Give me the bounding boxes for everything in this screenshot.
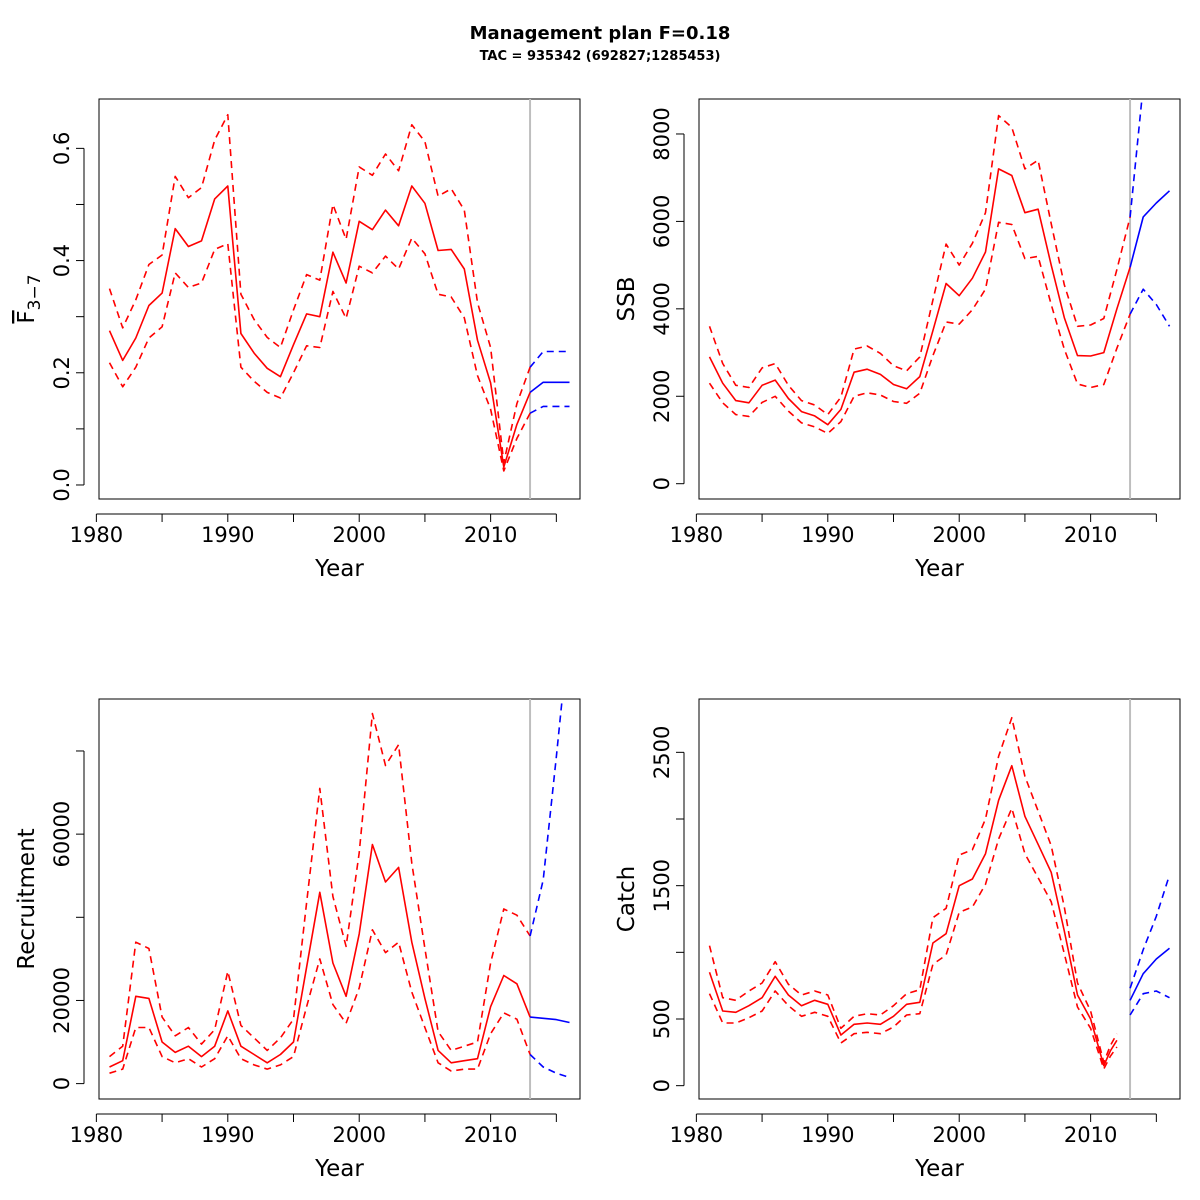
x-tick-label: 1980 — [670, 1123, 723, 1147]
y-tick-label: 0.0 — [50, 468, 74, 501]
y-axis-label-subscript: 3−7 — [25, 274, 45, 310]
chart-panels: 1980 1990 2000 2010Year0.00.20.40.6F3−71980… — [14, 98, 1181, 1182]
y-tick-label: 6000 — [650, 195, 674, 248]
series-lower — [708, 807, 1118, 1070]
x-tick-label: 2010 — [464, 1123, 517, 1147]
y-axis-label: Catch — [614, 866, 640, 932]
y-tick-label: 4000 — [650, 282, 674, 335]
y-tick-label: 0 — [50, 1077, 74, 1090]
x-tick-label: 2000 — [932, 1123, 985, 1147]
x-axis-label: Year — [314, 1156, 364, 1182]
chart-panel-f: 1980 1990 2000 2010 Year 0.0 0.2 0.4 0.6 F3−7 — [14, 98, 581, 582]
y-tick-label: 8000 — [650, 107, 674, 160]
x-tick-label: 2000 — [932, 523, 985, 547]
chart-panel-recruitment: 1980 1990 2000 2010 Year 0 20000 60000 Recruitme… — [14, 698, 581, 1182]
series-projection-upper — [1129, 99, 1143, 218]
series-upper — [708, 716, 1118, 1064]
y-axis-label-main: F — [14, 310, 40, 323]
y-axis-label: SSB — [614, 277, 640, 322]
figure-title: Management plan F=0.18 — [470, 23, 731, 44]
series-upper — [708, 114, 1131, 416]
y-tick-label: 2500 — [650, 726, 674, 779]
x-tick-label: 1980 — [70, 1123, 123, 1147]
series-projection-lower — [529, 1053, 570, 1079]
x-tick-label: 2010 — [1064, 1123, 1117, 1147]
series-group — [708, 99, 1171, 435]
figure-subtitle: TAC = 935342 (692827;1285453) — [480, 49, 721, 64]
x-axis-label: Year — [314, 556, 364, 582]
y-tick-label: 60000 — [50, 801, 74, 868]
series-upper — [109, 712, 531, 1058]
series-projection-upper — [1129, 874, 1171, 989]
y-tick-label: 500 — [650, 999, 674, 1039]
series-projection-lower — [1129, 288, 1171, 327]
y-axis-label-main: Recruitment — [14, 828, 40, 969]
plot-frame — [698, 698, 1181, 1100]
series-projection-lower — [529, 405, 570, 414]
chart-panel-ssb: 1980 1990 2000 2010 Year 0 2000 4000 6000 8000 SSB — [614, 98, 1181, 582]
x-tick-label: 2010 — [464, 523, 517, 547]
x-tick-label: 1990 — [801, 523, 854, 547]
series-projection-upper — [529, 699, 563, 937]
plot-frame — [98, 698, 581, 1100]
y-tick-label: 0.2 — [50, 356, 74, 389]
y-tick-label: 20000 — [50, 967, 74, 1034]
y-axis-label-main: SSB — [614, 277, 640, 322]
series-lower — [109, 928, 531, 1074]
x-tick-label: 1990 — [201, 1123, 254, 1147]
y-tick-label: 0.6 — [50, 132, 74, 165]
series-estimate — [109, 843, 531, 1068]
x-tick-label: 2000 — [332, 523, 385, 547]
series-estimate — [708, 168, 1131, 426]
series-projection — [530, 1016, 570, 1024]
y-tick-label: 0.4 — [50, 244, 74, 277]
series-lower — [108, 237, 531, 472]
plot-frame — [698, 98, 1181, 500]
series-group — [109, 699, 570, 1079]
series-projection — [1129, 947, 1171, 1001]
series-estimate — [108, 185, 531, 468]
x-tick-label: 2000 — [332, 1123, 385, 1147]
series-group — [708, 716, 1171, 1070]
y-tick-label: 0 — [650, 477, 674, 490]
x-tick-label: 2010 — [1064, 523, 1117, 547]
y-tick-label: 1500 — [650, 859, 674, 912]
y-tick-label: 0 — [650, 1079, 674, 1092]
y-axis-label: Recruitment — [14, 828, 40, 969]
x-axis-label: Year — [914, 1156, 964, 1182]
series-estimate — [708, 764, 1118, 1067]
series-projection — [529, 381, 570, 394]
x-tick-label: 1980 — [70, 523, 123, 547]
y-tick-label: 2000 — [650, 370, 674, 423]
plot-frame — [98, 98, 581, 500]
series-upper — [108, 113, 531, 464]
x-tick-label: 1990 — [201, 523, 254, 547]
series-group — [108, 113, 570, 472]
chart-panel-catch: 1980 1990 2000 2010 Year 0 500 1500 2500 Catch — [614, 698, 1181, 1182]
series-projection-lower — [1129, 990, 1170, 1016]
series-projection — [1129, 190, 1171, 268]
x-axis-label: Year — [914, 556, 964, 582]
series-lower — [708, 221, 1131, 435]
x-tick-label: 1990 — [801, 1123, 854, 1147]
series-projection-upper — [529, 350, 570, 368]
y-axis-label-main: Catch — [614, 866, 640, 932]
x-tick-label: 1980 — [670, 523, 723, 547]
y-axis-label: F3−7 — [14, 274, 45, 323]
